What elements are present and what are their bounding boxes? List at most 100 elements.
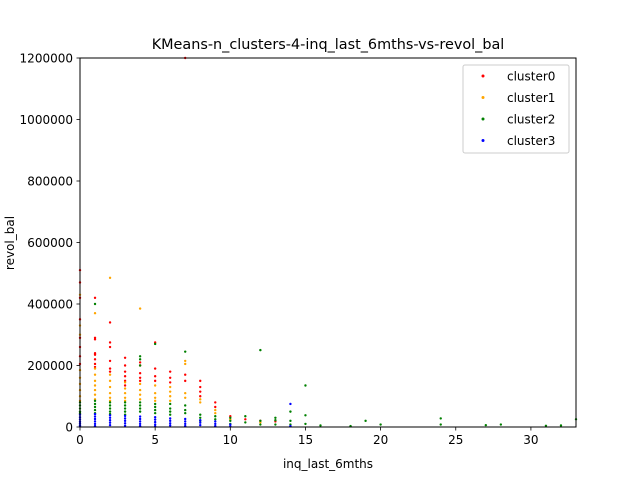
data-point — [184, 350, 187, 353]
data-point — [153, 399, 157, 403]
data-point — [229, 423, 232, 426]
data-point — [244, 421, 247, 424]
legend-item: cluster3 — [481, 134, 555, 148]
data-point — [93, 408, 97, 412]
data-point — [93, 353, 97, 356]
data-point — [138, 358, 142, 361]
data-point — [168, 422, 172, 425]
x-tick-label: 25 — [448, 433, 463, 447]
legend-marker — [481, 96, 485, 99]
data-point — [304, 414, 307, 417]
data-point — [108, 321, 112, 324]
data-point — [138, 410, 142, 413]
data-point — [123, 384, 127, 387]
data-point — [123, 407, 127, 410]
data-point — [108, 367, 112, 370]
data-point — [93, 358, 97, 361]
data-point — [108, 385, 112, 389]
points-layer — [78, 56, 578, 428]
data-point — [168, 381, 172, 384]
legend-label: cluster1 — [507, 91, 555, 105]
legend-marker — [481, 74, 485, 78]
y-tick-label: 600000 — [27, 236, 73, 250]
data-point — [153, 375, 157, 378]
data-point — [184, 373, 187, 376]
data-point — [123, 424, 127, 427]
data-point — [544, 424, 548, 427]
data-point — [499, 423, 503, 426]
data-point — [289, 410, 292, 413]
data-point — [153, 396, 157, 399]
data-point — [93, 417, 97, 421]
data-point — [93, 302, 97, 306]
data-point — [168, 399, 172, 403]
data-point — [168, 419, 172, 423]
data-point — [199, 416, 202, 419]
data-point — [168, 424, 172, 427]
data-point — [199, 390, 202, 393]
data-point — [93, 367, 97, 370]
data-point — [108, 345, 112, 349]
data-point — [108, 276, 112, 280]
data-point — [108, 419, 112, 422]
data-point — [138, 382, 142, 386]
data-point — [123, 370, 127, 373]
data-point — [108, 414, 112, 417]
data-point — [138, 364, 142, 367]
legend: cluster0 cluster1 cluster2 cluster3 — [462, 64, 570, 154]
data-point — [289, 402, 292, 406]
data-point — [108, 401, 112, 404]
data-point — [93, 373, 97, 376]
data-point — [153, 384, 157, 387]
data-point — [214, 420, 217, 423]
data-point — [108, 391, 112, 395]
data-point — [214, 401, 217, 404]
axes-layer: 0 5 10 15 20 25 30 0 200000 400000 600000 800000 100… — [20, 52, 577, 447]
data-point — [138, 355, 142, 358]
data-point — [138, 415, 142, 418]
data-point — [93, 384, 97, 387]
data-point — [93, 312, 97, 315]
data-point — [108, 407, 112, 410]
data-point — [93, 405, 97, 409]
data-point — [153, 391, 157, 395]
data-point — [108, 341, 112, 344]
data-point — [484, 423, 488, 427]
data-point — [184, 379, 187, 383]
data-point — [138, 407, 142, 410]
legend-marker — [481, 117, 485, 121]
data-point — [168, 402, 172, 406]
series-cluster3 — [78, 402, 292, 428]
y-axis-label: revol_bal — [3, 216, 17, 270]
data-point — [123, 422, 127, 425]
data-point — [138, 422, 142, 426]
data-point — [123, 375, 127, 378]
data-point — [108, 416, 112, 419]
data-point — [138, 361, 142, 364]
data-point — [93, 338, 97, 341]
data-point — [184, 396, 187, 399]
data-point — [199, 398, 202, 401]
data-point — [123, 414, 127, 418]
data-point — [259, 348, 262, 352]
chart-title: KMeans-n_clusters-4-inq_last_6mths-vs-re… — [152, 37, 505, 53]
data-point — [153, 342, 157, 346]
legend-label: cluster0 — [507, 70, 555, 84]
series-cluster2 — [78, 302, 578, 428]
legend-item: cluster2 — [481, 113, 555, 127]
series-cluster0 — [78, 56, 277, 423]
data-point — [168, 413, 172, 416]
data-point — [138, 393, 142, 396]
data-point — [184, 422, 187, 426]
data-point — [199, 423, 202, 427]
data-point — [123, 404, 127, 407]
data-point — [108, 410, 112, 413]
data-point — [138, 401, 142, 404]
data-point — [138, 398, 142, 401]
data-point — [153, 420, 157, 424]
data-point — [168, 417, 172, 420]
data-point — [214, 422, 217, 426]
data-point — [184, 359, 187, 363]
